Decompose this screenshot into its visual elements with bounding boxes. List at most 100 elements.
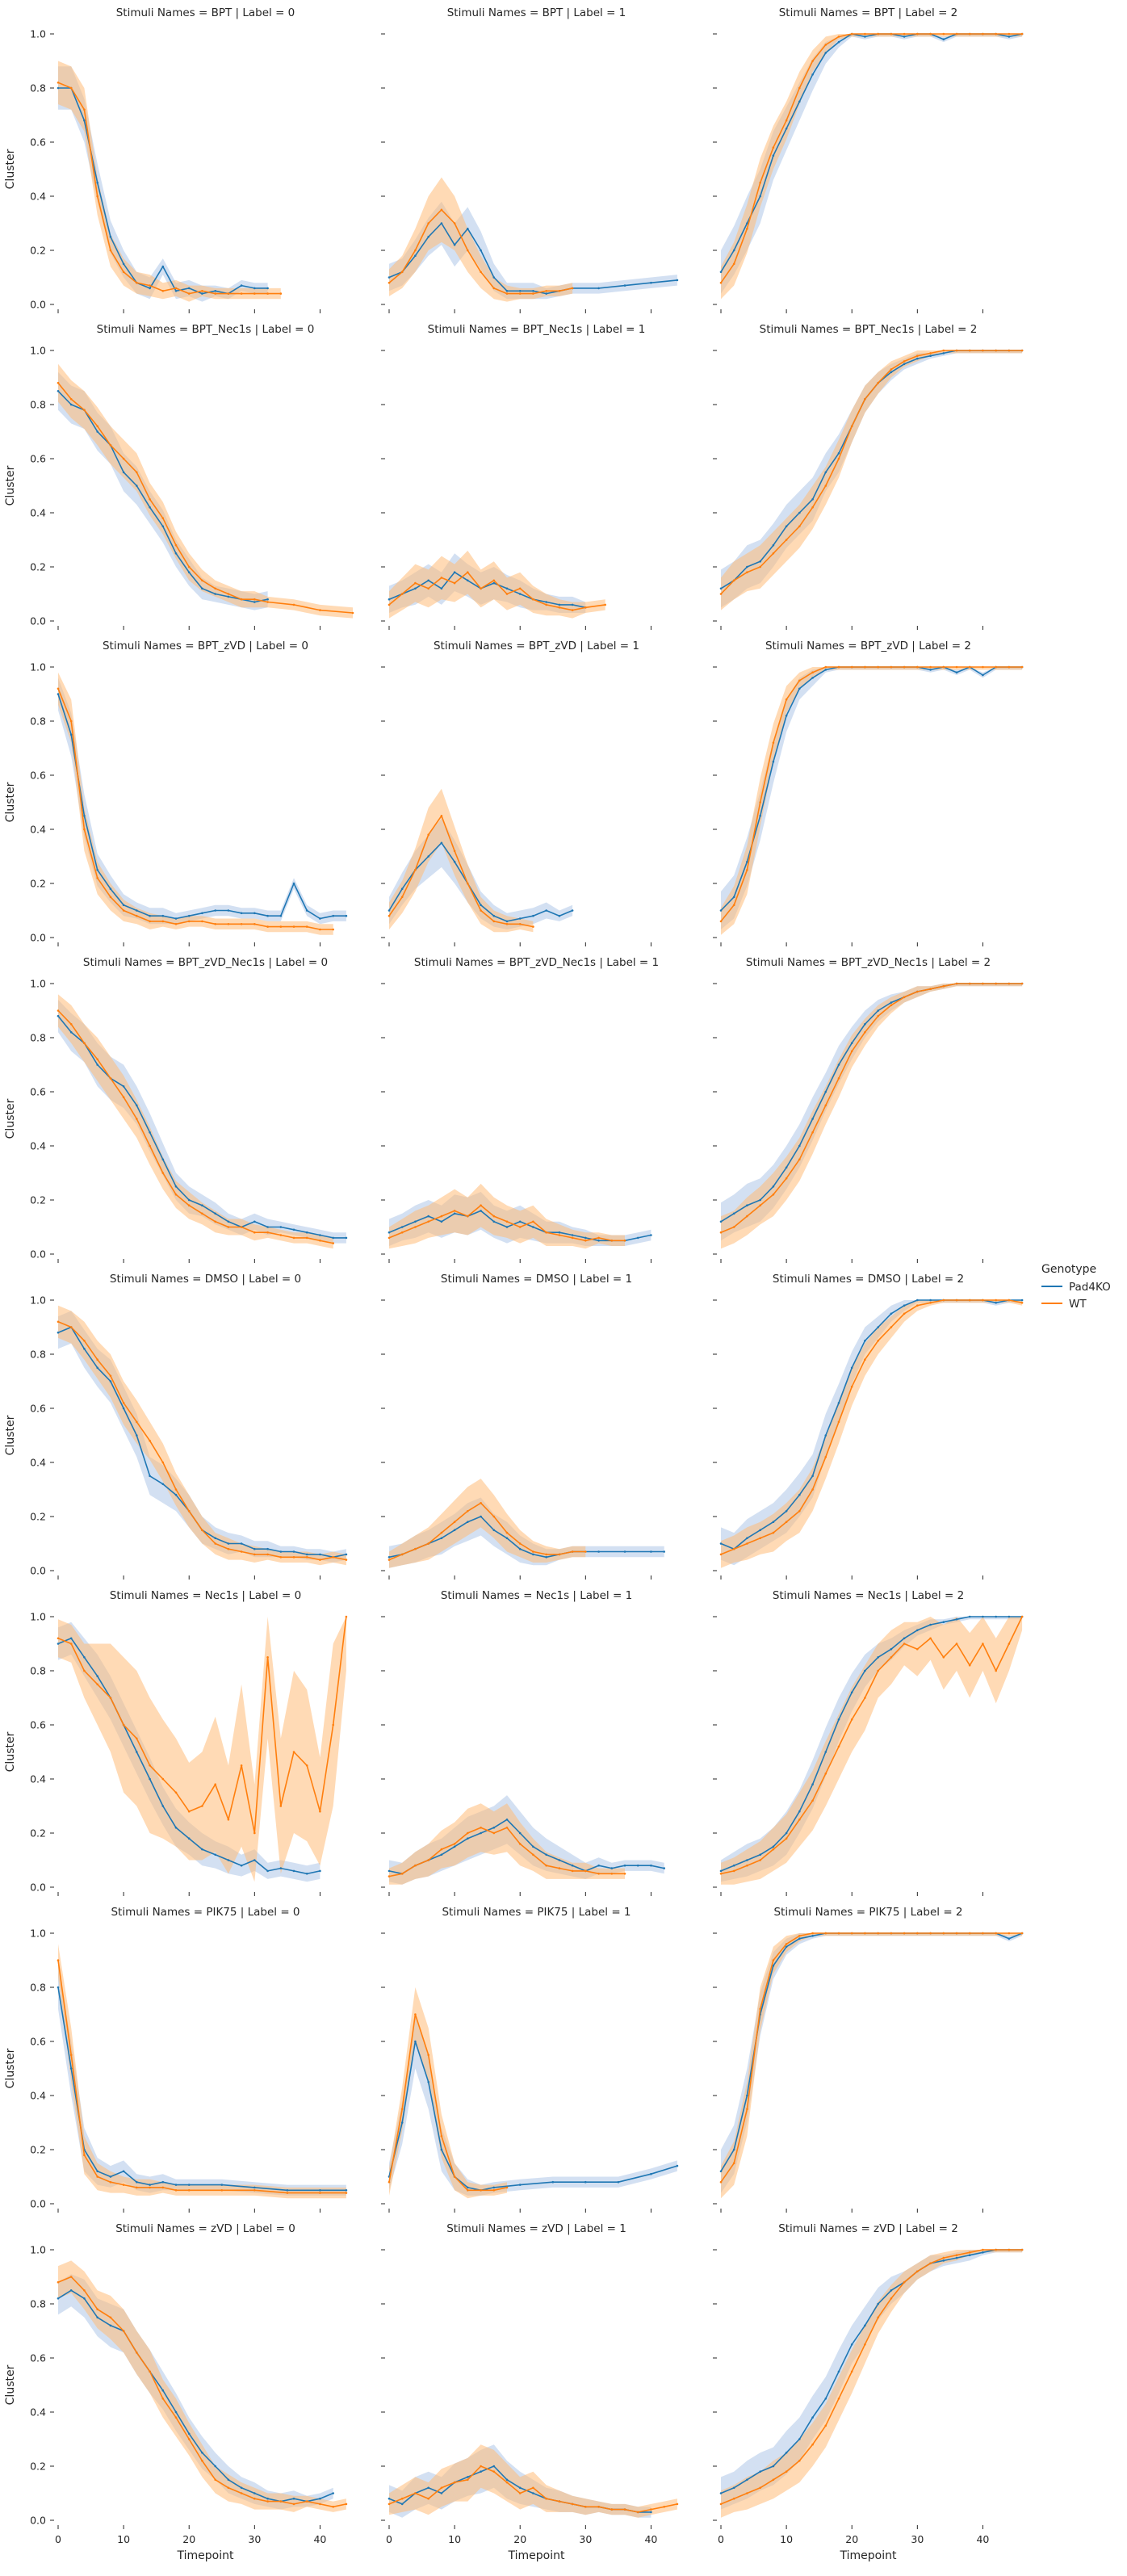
data-point-pad4ko (69, 1031, 73, 1034)
data-point-wt (161, 2186, 165, 2189)
facet-panel: Stimuli Names = BPT_Nec1s | Label = 0 0.0… (4, 323, 354, 630)
data-point-wt (1008, 1643, 1011, 1645)
data-point-wt (136, 2186, 138, 2189)
data-point-wt (545, 290, 547, 292)
data-point-pad4ko (480, 904, 482, 907)
data-point-wt (227, 1226, 230, 1228)
data-point-pad4ko (467, 579, 469, 582)
data-point-pad4ko (772, 543, 775, 547)
data-point-pad4ko (187, 2184, 191, 2186)
data-point-wt (319, 1810, 321, 1813)
facet-panel: Stimuli Names = BPT | Label = 0 0.0 0.2 0.4… (4, 6, 321, 313)
data-point-pad4ko (811, 498, 814, 501)
data-point-wt (83, 1669, 86, 1672)
data-point-wt (492, 579, 496, 582)
panel-title: Stimuli Names = PIK75 | Label = 1 (442, 1906, 631, 1919)
data-point-wt (505, 292, 509, 295)
data-point-wt (968, 1298, 971, 1302)
confidence-band-wt (58, 2260, 346, 2512)
data-point-wt (929, 1932, 932, 1935)
y-tick-label: 0.8 (30, 715, 46, 728)
data-point-pad4ko (650, 281, 652, 284)
data-point-wt (427, 1220, 429, 1223)
y-tick-label: 0.2 (30, 245, 46, 257)
confidence-band-wt (389, 1183, 625, 1249)
data-point-wt (122, 271, 125, 274)
data-point-wt (1020, 1615, 1024, 1618)
data-point-wt (467, 2189, 469, 2192)
data-point-wt (279, 1556, 283, 1559)
data-point-wt (929, 32, 932, 36)
data-point-wt (440, 2486, 443, 2490)
panel-title: Stimuli Names = DMSO | Label = 1 (441, 1273, 632, 1286)
data-point-pad4ko (414, 2040, 417, 2043)
data-point-pad4ko (136, 1751, 138, 1753)
data-point-pad4ko (253, 1220, 256, 1223)
data-point-wt (785, 1943, 788, 1945)
data-point-pad4ko (400, 2503, 404, 2506)
data-point-pad4ko (824, 2398, 827, 2400)
data-point-pad4ko (149, 506, 151, 509)
data-point-wt (916, 665, 919, 669)
data-point-pad4ko (732, 1212, 735, 1215)
data-point-wt (187, 1810, 191, 1813)
data-point-pad4ko (83, 119, 86, 122)
data-point-wt (903, 1932, 906, 1935)
data-point-wt (942, 349, 945, 352)
data-point-pad4ko (676, 279, 679, 282)
data-point-wt (532, 598, 534, 601)
data-point-wt (518, 923, 522, 925)
data-point-pad4ko (955, 2256, 958, 2259)
y-tick-label: 0.6 (30, 453, 46, 465)
data-point-wt (968, 349, 971, 352)
data-point-wt (732, 904, 735, 907)
panel-title: Stimuli Names = BPT_zVD | Label = 0 (103, 640, 308, 652)
data-point-wt (122, 1096, 125, 1098)
data-point-pad4ko (995, 1302, 997, 1304)
data-point-pad4ko (824, 1751, 827, 1753)
data-point-pad4ko (122, 1085, 125, 1088)
data-point-wt (982, 665, 984, 669)
y-tick-label: 1.0 (30, 345, 46, 357)
data-point-wt (955, 32, 958, 36)
data-point-wt (427, 2497, 429, 2500)
y-tick-label: 0.6 (30, 1719, 46, 1731)
data-point-wt (719, 1231, 723, 1234)
data-point-pad4ko (400, 887, 404, 890)
data-point-wt (955, 349, 958, 352)
data-point-wt (929, 1637, 932, 1640)
data-point-wt (240, 598, 243, 601)
confidence-band-wt (721, 350, 1023, 610)
data-point-wt (492, 1515, 496, 1518)
data-point-pad4ko (440, 2148, 443, 2151)
y-tick-label: 0.6 (30, 2352, 46, 2364)
data-point-wt (279, 2500, 283, 2503)
data-point-pad4ko (772, 761, 775, 763)
data-point-wt (558, 1234, 561, 1236)
data-point-wt (623, 1873, 626, 1875)
data-point-wt (480, 2189, 482, 2192)
data-point-wt (266, 1231, 269, 1234)
data-point-pad4ko (136, 1434, 138, 1437)
confidence-band-wt (58, 1305, 346, 1566)
data-point-pad4ko (161, 265, 165, 268)
y-tick-label: 1.0 (30, 978, 46, 990)
data-point-wt (332, 1723, 335, 1726)
x-tick-label: 30 (248, 2533, 261, 2545)
data-point-pad4ko (929, 669, 932, 671)
facet-panel: Stimuli Names = BPT_zVD_Nec1s | Label = … (381, 956, 659, 1263)
y-axis-label: Cluster (4, 1098, 17, 1139)
data-point-pad4ko (545, 601, 547, 603)
data-point-wt (811, 2443, 814, 2446)
panel-title: Stimuli Names = BPT_Nec1s | Label = 0 (97, 323, 315, 336)
data-point-wt (558, 1553, 561, 1556)
data-point-pad4ko (890, 1312, 893, 1315)
data-point-pad4ko (149, 914, 151, 917)
data-point-wt (719, 281, 723, 284)
facet-panel: Stimuli Names = BPT_Nec1s | Label = 1 (381, 323, 651, 630)
data-point-pad4ko (57, 1986, 60, 1989)
data-point-wt (480, 1827, 482, 1829)
data-point-pad4ko (746, 1859, 748, 1861)
data-point-pad4ko (201, 587, 203, 590)
data-point-pad4ko (220, 2184, 224, 2186)
